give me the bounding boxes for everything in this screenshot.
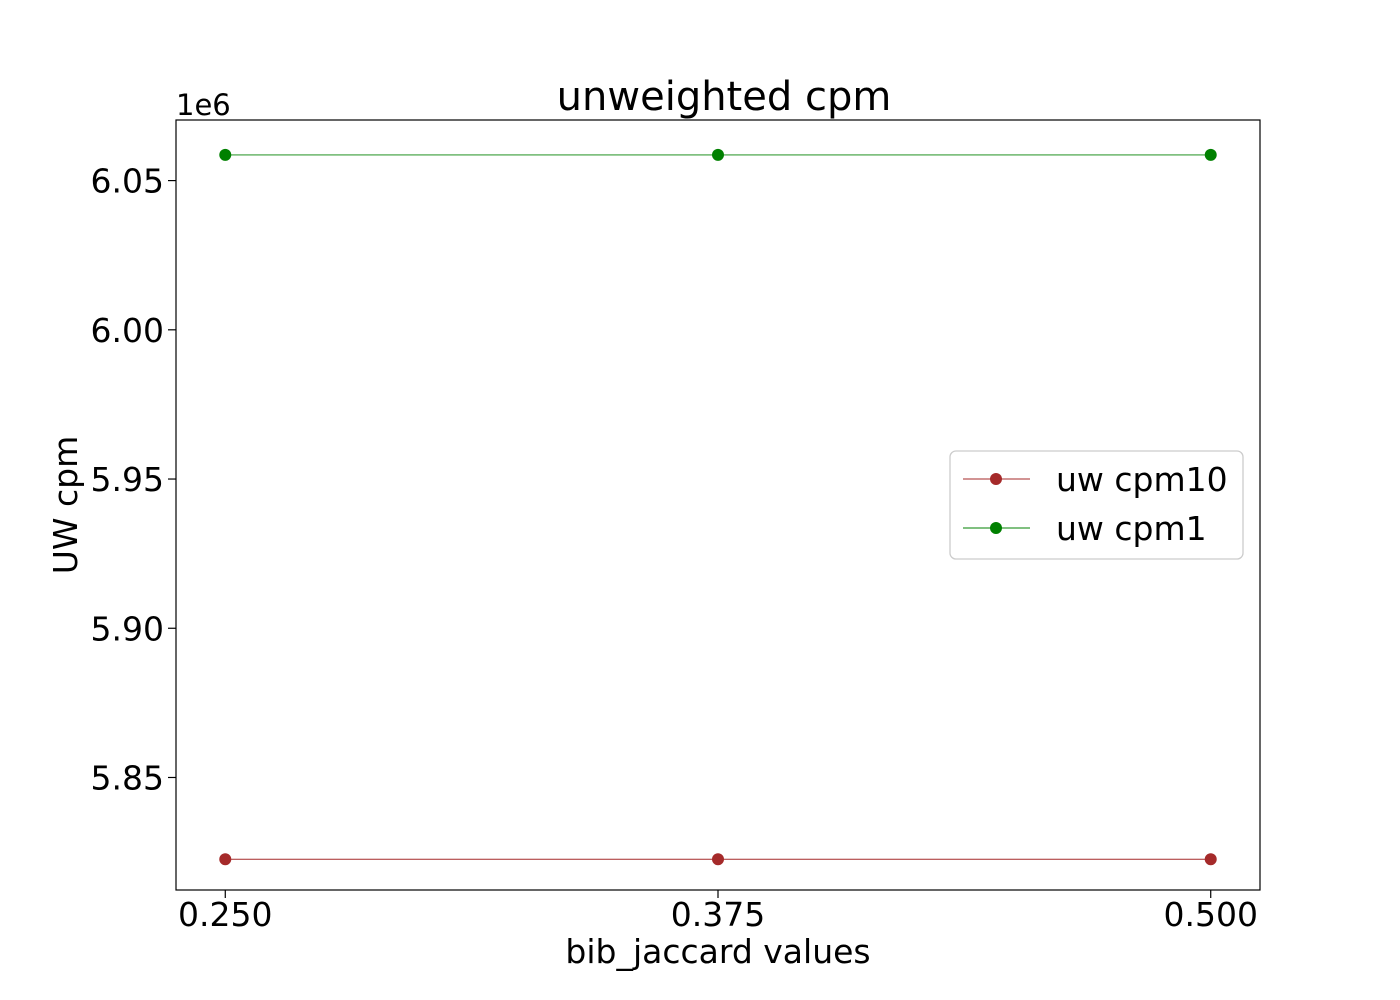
y-tick-label: 5.95 xyxy=(91,460,164,499)
x-tick-label: 0.250 xyxy=(178,895,272,934)
legend: uw cpm10 uw cpm1 xyxy=(949,450,1244,560)
x-tick-label: 0.500 xyxy=(1163,895,1257,934)
series-lines xyxy=(219,148,1217,866)
y-tick-label: 6.00 xyxy=(91,311,164,350)
y-offset-label: 1e6 xyxy=(176,88,231,122)
x-tick-label: 0.375 xyxy=(671,895,765,934)
legend-marker xyxy=(990,522,1002,534)
data-point xyxy=(219,853,232,866)
y-tick-label: 6.05 xyxy=(91,162,164,201)
x-axis-label: bib_jaccard values xyxy=(565,932,870,971)
axis-ticks: 0.250 0.375 0.500 5.85 5.90 5.95 6.00 6.05 xyxy=(91,162,1258,934)
data-point xyxy=(1204,148,1217,161)
plot-frame xyxy=(175,119,1261,891)
y-tick-label: 5.85 xyxy=(91,758,164,797)
data-point xyxy=(712,148,724,161)
y-axis-label: UW cpm xyxy=(46,436,85,575)
legend-marker xyxy=(990,473,1002,485)
y-tick-label: 5.90 xyxy=(91,609,164,648)
chart-title: unweighted cpm xyxy=(557,74,892,120)
data-point xyxy=(219,148,232,161)
legend-box xyxy=(949,450,1244,560)
data-point xyxy=(1204,853,1217,866)
legend-label: uw cpm1 xyxy=(1056,509,1207,548)
data-point xyxy=(712,853,724,866)
legend-label: uw cpm10 xyxy=(1056,460,1228,499)
